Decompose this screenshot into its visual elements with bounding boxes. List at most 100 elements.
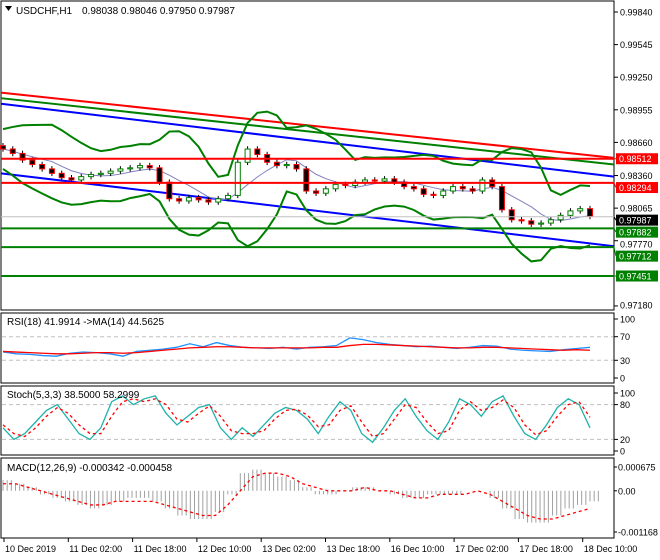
rsi-tick-label: 100 <box>620 315 635 325</box>
macd-label: MACD(12,26,9) -0.000342 -0.000458 <box>7 463 173 474</box>
candle <box>127 165 134 172</box>
time-tick-label: 12 Dec 10:00 <box>198 544 252 554</box>
ohlc-values: 0.98038 0.98046 0.97950 0.97987 <box>82 6 235 17</box>
rsi-tick-label: 30 <box>620 356 630 366</box>
candle-body <box>205 199 212 203</box>
candle-body <box>48 168 55 174</box>
price-tick-label: 0.98660 <box>620 138 653 148</box>
candle-body <box>58 172 65 179</box>
current-price-price-label: 0.97987 <box>619 216 652 226</box>
price-tick-label: 0.97770 <box>620 240 653 250</box>
rsi-tick-label: 0 <box>620 374 625 384</box>
price-panel[interactable]: USDCHF,H1 0.98038 0.98046 0.97950 0.9798… <box>0 0 615 311</box>
candle-body <box>195 197 202 201</box>
price-tick-label: 0.98360 <box>620 171 653 181</box>
candle <box>205 197 212 205</box>
candle <box>215 195 222 205</box>
resistance-level-price-tag <box>616 153 658 165</box>
blue-trendline <box>0 102 615 178</box>
rsi-tick-label: 70 <box>620 332 630 342</box>
candle-body <box>577 208 584 212</box>
current-price-tag-connector <box>613 216 617 221</box>
candle-body <box>410 186 417 190</box>
candle-body <box>440 190 447 196</box>
time-tick-label: 17 Dec 02:00 <box>455 544 509 554</box>
rsi-ma-line <box>2 343 591 355</box>
symbol-label: USDCHF,H1 <box>16 6 73 17</box>
candle-body <box>479 179 486 192</box>
candle-body <box>88 173 95 178</box>
candle-body <box>234 161 241 196</box>
candle-body <box>322 188 329 194</box>
rsi-panel[interactable]: RSI(18) 41.9914 ->MA(14) 44.5625 <box>0 312 615 384</box>
time-tick-label: 18 Dec 10:00 <box>584 544 638 554</box>
candle-body <box>107 170 114 174</box>
candle <box>244 146 251 166</box>
candle <box>577 205 584 214</box>
resistance-level-tag-connector <box>613 182 617 188</box>
macd-panel[interactable]: MACD(12,26,9) -0.000342 -0.000458 <box>0 457 615 539</box>
candle-body <box>587 208 593 217</box>
candle <box>225 192 232 202</box>
price-tick-label: 0.99250 <box>620 73 653 83</box>
candle-body <box>166 181 173 200</box>
candle-body <box>420 188 427 195</box>
dropdown-triangle-icon[interactable] <box>5 6 12 11</box>
time-tick-label: 13 Dec 18:00 <box>327 544 381 554</box>
upper-band-line <box>2 110 591 197</box>
blue-trendline <box>0 172 615 248</box>
macd-tick-label: -0.001168 <box>618 528 658 538</box>
candle <box>547 216 554 226</box>
candle-body <box>29 159 36 165</box>
candle <box>303 166 310 194</box>
price-tick-label: 0.97180 <box>620 301 653 311</box>
candle <box>440 188 447 199</box>
time-tick-label: 13 Dec 02:00 <box>262 544 316 554</box>
candle <box>185 194 192 204</box>
candle <box>39 161 46 172</box>
candle-body <box>68 177 75 181</box>
candle <box>136 162 143 171</box>
candle-body <box>469 188 476 192</box>
candle-body <box>117 168 124 172</box>
candle <box>9 146 16 157</box>
candle <box>19 150 26 163</box>
time-tick-label: 16 Dec 10:00 <box>391 544 445 554</box>
macd-tick-label: 0.00 <box>618 486 636 496</box>
candle-body <box>127 167 134 170</box>
candle <box>58 170 65 181</box>
candle <box>117 166 124 174</box>
time-tick-label: 17 Dec 18:00 <box>519 544 573 554</box>
resistance-level-price-label: 0.98512 <box>619 154 652 164</box>
candle-body <box>225 194 232 200</box>
resistance-level-price-label: 0.98294 <box>619 183 652 193</box>
candle <box>97 170 104 178</box>
candle-body <box>0 145 6 150</box>
candle <box>78 173 85 183</box>
candle-body <box>185 197 192 202</box>
candle <box>283 161 290 169</box>
stochastic-panel[interactable]: Stoch(5,3,3) 38.5000 58.2999 <box>0 385 615 456</box>
candle <box>146 162 153 171</box>
candle-body <box>538 222 545 225</box>
candle <box>469 186 476 194</box>
candle-body <box>547 219 554 224</box>
candle-body <box>508 209 515 221</box>
stoch-tick-label: 0 <box>620 447 625 457</box>
candle-body <box>430 193 437 196</box>
price-tick-label: 0.99840 <box>620 8 653 18</box>
candle-body <box>215 198 222 203</box>
rsi-label: RSI(18) 41.9914 ->MA(14) 44.5625 <box>7 317 164 328</box>
macd-tick-label: 0.000675 <box>618 463 656 473</box>
support-level-tag-connector <box>613 247 617 257</box>
candle-body <box>313 190 320 194</box>
candle-body <box>459 186 466 190</box>
candle <box>68 174 75 183</box>
candle-body <box>528 220 535 225</box>
price-tick-label: 0.98065 <box>620 204 653 214</box>
candle-body <box>176 198 183 202</box>
candle-body <box>283 163 290 167</box>
candle-body <box>567 210 574 216</box>
candle <box>88 171 95 180</box>
